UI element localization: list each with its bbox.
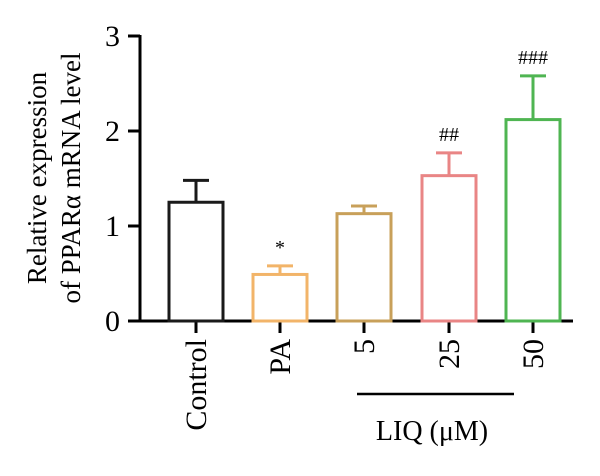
y-tick-label: 1 xyxy=(105,210,120,243)
bar xyxy=(420,174,478,323)
bars xyxy=(167,74,562,323)
x-tick-label: PA xyxy=(264,339,297,375)
y-tick-label: 2 xyxy=(105,115,120,148)
group-label: LIQ (μM) xyxy=(376,416,488,447)
significance-label: ## xyxy=(439,124,459,146)
y-axis-title: Relative expression of PPARα mRNA level xyxy=(22,53,86,304)
x-tick-label: Control xyxy=(180,339,213,431)
axes: 0 1 2 3 xyxy=(105,20,573,338)
y-tick-label: 3 xyxy=(105,20,120,53)
tick-labels: Control * PA 5 ## 25 ### 50 xyxy=(180,47,550,431)
bar xyxy=(167,200,225,323)
x-tick-label: 25 xyxy=(433,339,466,369)
y-tick-label: 0 xyxy=(105,305,120,338)
bar xyxy=(335,212,393,323)
significance-label: ### xyxy=(518,47,548,69)
y-axis-title-line2: of PPARα mRNA level xyxy=(56,53,86,304)
bar xyxy=(504,118,562,323)
x-tick-label: 50 xyxy=(517,339,550,369)
x-tick-label: 5 xyxy=(348,339,381,354)
y-axis-title-line1: Relative expression xyxy=(22,71,52,284)
bar xyxy=(251,272,309,323)
significance-label: * xyxy=(275,237,285,259)
